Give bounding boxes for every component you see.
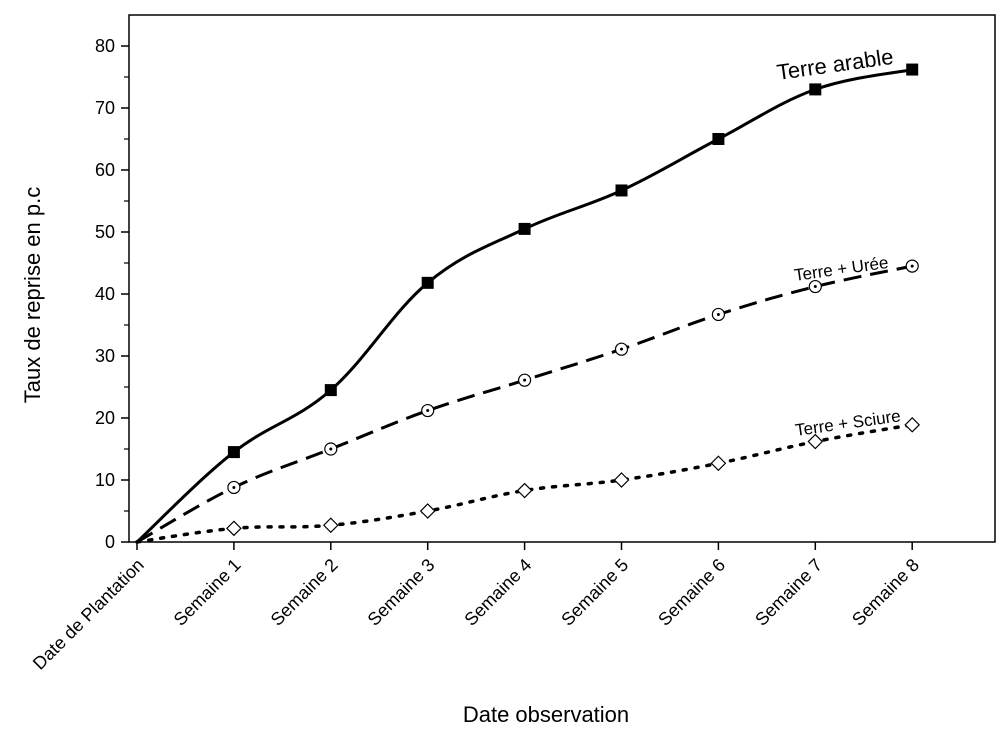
series-1 <box>135 63 919 544</box>
x-axis: Date de Plantation Semaine 1 Semaine 2 Sema… <box>29 542 923 674</box>
data-point <box>324 384 337 397</box>
data-point <box>421 276 434 289</box>
x-tick-label: Semaine 8 <box>848 555 923 630</box>
data-point <box>808 279 822 294</box>
data-point <box>807 433 824 450</box>
data-point <box>518 222 531 235</box>
x-axis-title: Date observation <box>463 702 629 727</box>
data-point <box>517 373 532 387</box>
x-tick-label: Semaine 7 <box>751 555 826 630</box>
x-tick-label: Semaine 5 <box>557 555 632 630</box>
series-layer <box>135 63 921 544</box>
y-tick-label: 20 <box>95 408 115 428</box>
y-tick-label: 30 <box>95 346 115 366</box>
data-point <box>906 63 919 76</box>
series-label: Terre arable <box>775 44 895 85</box>
y-tick-label: 50 <box>95 222 115 242</box>
y-axis: 0 10 20 30 40 50 60 70 80 <box>95 36 129 552</box>
data-point <box>614 342 629 356</box>
x-tick-label: Semaine 4 <box>460 555 535 630</box>
series-label: Terre + Urée <box>793 253 890 285</box>
data-point <box>516 482 533 499</box>
data-point <box>710 455 727 472</box>
data-point <box>421 403 435 418</box>
x-tick-label: Semaine 6 <box>654 555 729 630</box>
series-line <box>136 264 913 544</box>
y-tick-label: 80 <box>95 36 115 56</box>
x-tick-label: Semaine 2 <box>267 555 342 630</box>
series-3 <box>135 416 921 544</box>
y-tick-label: 60 <box>95 160 115 180</box>
y-tick-label: 40 <box>95 284 115 304</box>
series-2 <box>136 259 919 544</box>
data-point <box>809 83 822 96</box>
data-point <box>613 472 630 488</box>
series-line <box>135 68 913 544</box>
y-tick-label: 0 <box>105 532 115 552</box>
data-point <box>324 442 338 456</box>
y-tick-label: 10 <box>95 470 115 490</box>
data-point <box>711 307 726 322</box>
data-point <box>227 480 241 495</box>
y-tick-label: 70 <box>95 98 115 118</box>
data-point <box>712 133 725 145</box>
x-tick-label: Semaine 3 <box>364 555 439 630</box>
data-point <box>227 446 240 459</box>
data-point <box>904 416 921 433</box>
data-point <box>226 520 242 537</box>
data-point <box>322 517 339 534</box>
data-point <box>905 259 919 273</box>
data-point <box>615 184 628 197</box>
data-point <box>419 503 436 519</box>
x-tick-label: Semaine 1 <box>170 555 245 630</box>
x-tick-label: Date de Plantation <box>29 555 148 674</box>
plot-frame <box>128 14 996 543</box>
plot-border <box>128 14 996 543</box>
y-axis-title: Taux de reprise en p.c <box>20 187 45 403</box>
